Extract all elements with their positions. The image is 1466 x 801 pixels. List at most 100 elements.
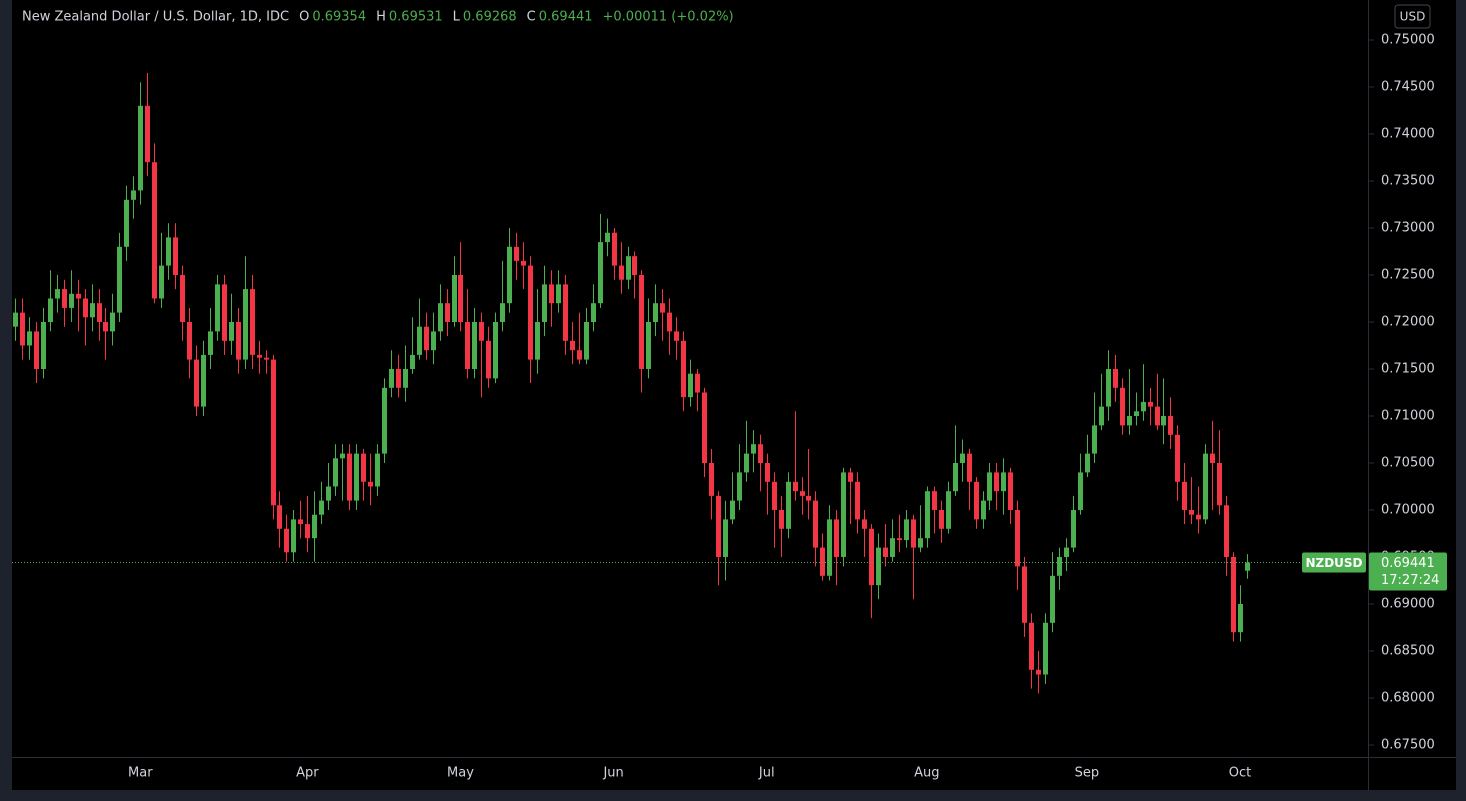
candle-body [577, 350, 582, 360]
candle-body [556, 284, 561, 304]
y-tick-label: 0.67500 [1381, 738, 1435, 753]
symbol-tag-label: NZDUSD [1305, 556, 1362, 570]
candle-body [1161, 416, 1166, 426]
candle-body [396, 369, 401, 388]
candle-body [431, 331, 436, 351]
x-tick-label: Jul [758, 766, 775, 781]
candle-body [305, 524, 310, 539]
candle-body [110, 312, 115, 332]
candle-body [918, 538, 923, 548]
candle-body [187, 322, 192, 360]
y-tick-label: 0.68000 [1381, 691, 1435, 706]
candle-body [744, 453, 749, 473]
candle-body [152, 162, 157, 299]
candle-body [806, 495, 811, 501]
candle-body [605, 232, 610, 243]
candle-body [1092, 425, 1097, 454]
candle-body [848, 472, 853, 482]
x-tick-label: Apr [296, 766, 319, 781]
candle-body [479, 322, 484, 341]
candle-body [361, 453, 366, 482]
candle-body [681, 340, 686, 398]
candle-body [1015, 510, 1020, 567]
x-tick-label: Sep [1075, 766, 1100, 781]
candle-body [1029, 622, 1034, 670]
candle-body [521, 260, 526, 266]
candle-body [1141, 401, 1146, 412]
candle-body [69, 293, 74, 308]
symbol-tag [1302, 552, 1366, 573]
candle-body [862, 519, 867, 529]
candle-body [298, 519, 303, 525]
candle-body [542, 284, 547, 322]
ohlc-label: L [453, 10, 461, 25]
y-tick-label: 0.74000 [1381, 127, 1435, 142]
y-tick-label: 0.75000 [1381, 33, 1435, 48]
candle-body [1217, 463, 1222, 506]
candle-body [1036, 669, 1041, 675]
y-tick-label: 0.73000 [1381, 221, 1435, 236]
candle-body [48, 298, 53, 322]
candle-body [389, 369, 394, 388]
candle-body [1064, 547, 1069, 557]
candle-body [138, 105, 143, 191]
candle-body [1085, 453, 1090, 473]
candle-body [813, 500, 818, 548]
candle-body [925, 491, 930, 539]
candle-body [1050, 575, 1055, 623]
candle-body [250, 289, 255, 355]
candle-body [779, 510, 784, 529]
price-tag-countdown: 17:27:24 [1381, 573, 1439, 588]
candle-body [465, 322, 470, 369]
candle-body [1008, 472, 1013, 510]
ohlc-value: 0.69531 [389, 10, 443, 25]
candle-body [626, 256, 631, 280]
candle-body [632, 256, 637, 275]
candle-body [1001, 472, 1006, 492]
candle-body [1182, 481, 1187, 510]
y-tick-label: 0.69000 [1381, 597, 1435, 612]
candle-body [855, 481, 860, 520]
candle-body [424, 326, 429, 351]
candle-body [619, 265, 624, 280]
candle-body [751, 444, 756, 454]
candle-body [960, 453, 965, 463]
candle-body [653, 303, 658, 322]
candle-body [974, 481, 979, 520]
candle-body [117, 246, 122, 313]
candle-body [667, 312, 672, 332]
candle-body [612, 232, 617, 266]
candle-body [932, 491, 937, 510]
candle-body [1245, 562, 1250, 571]
candle-body [1078, 472, 1083, 510]
candle-body [869, 528, 874, 586]
candle-body [208, 331, 213, 355]
ohlc-label: H [376, 10, 386, 25]
candle-body [758, 444, 763, 463]
candle-body [827, 519, 832, 576]
candle-body [103, 322, 108, 332]
y-tick-label: 0.71500 [1381, 362, 1435, 377]
candle-body [800, 491, 805, 496]
candle-body [1189, 510, 1194, 515]
ohlc-value: 0.69268 [463, 10, 517, 25]
candle-body [1120, 387, 1125, 426]
candle-body [1203, 453, 1208, 520]
candle-body [472, 322, 477, 369]
candle-body [911, 519, 916, 548]
candle-body [709, 463, 714, 496]
ohlc-label: O [299, 10, 309, 25]
y-tick-label: 0.74500 [1381, 80, 1435, 95]
candle-body [772, 481, 777, 510]
candle-body [549, 284, 554, 304]
currency-label[interactable]: USD [1400, 10, 1426, 24]
currency-button[interactable] [1394, 4, 1431, 29]
candle-body [76, 293, 81, 299]
candle-body [953, 463, 958, 492]
candle-body [62, 289, 67, 308]
candle-body [639, 275, 644, 369]
candle-body [702, 392, 707, 463]
candle-body [820, 547, 825, 576]
candle-body [1238, 604, 1243, 633]
